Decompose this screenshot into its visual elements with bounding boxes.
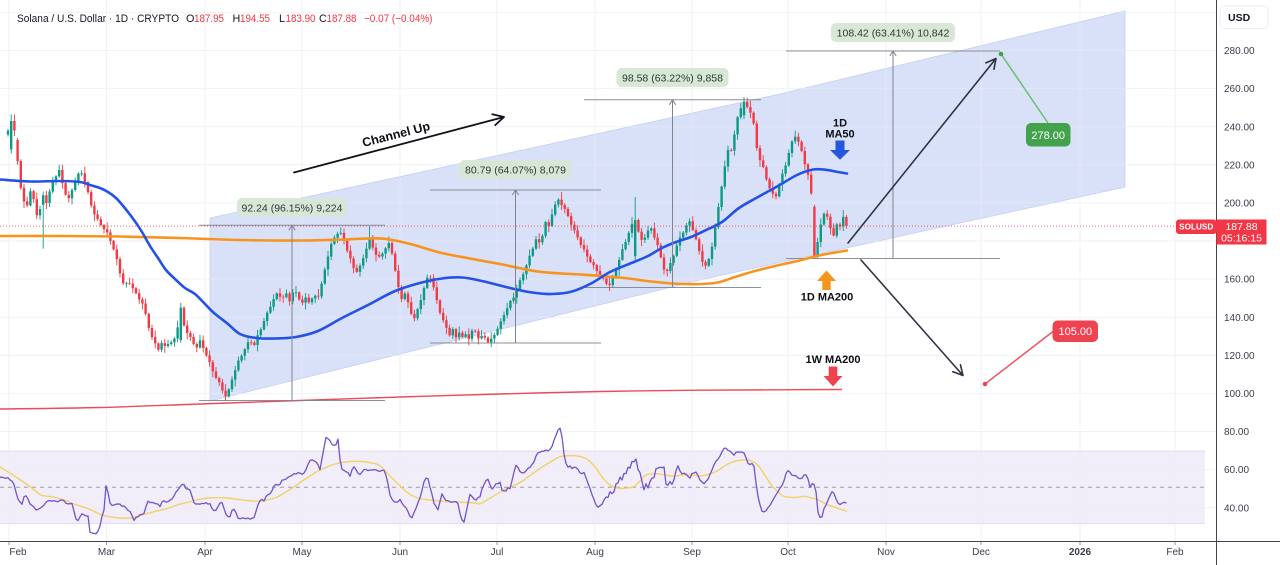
svg-text:187.88: 187.88	[1225, 221, 1257, 233]
svg-text:80.00: 80.00	[1224, 427, 1249, 438]
svg-text:Apr: Apr	[197, 547, 213, 558]
svg-text:1D MA200: 1D MA200	[801, 292, 854, 304]
svg-text:40.00: 40.00	[1224, 503, 1249, 514]
svg-text:May: May	[293, 547, 312, 558]
svg-text:Oct: Oct	[780, 547, 796, 558]
svg-text:98.58 (63.22%) 9,858: 98.58 (63.22%) 9,858	[622, 72, 723, 84]
svg-text:MA50: MA50	[825, 129, 854, 141]
svg-text:200.00: 200.00	[1224, 199, 1255, 210]
svg-text:05:16:15: 05:16:15	[1221, 233, 1262, 245]
svg-text:Dec: Dec	[972, 547, 990, 558]
svg-text:Feb: Feb	[9, 547, 27, 558]
svg-text:1W MA200: 1W MA200	[805, 354, 860, 366]
svg-text:USD: USD	[1228, 12, 1251, 24]
svg-text:260.00: 260.00	[1224, 84, 1255, 95]
svg-text:278.00: 278.00	[1031, 130, 1065, 142]
svg-text:Mar: Mar	[98, 547, 116, 558]
svg-text:280.00: 280.00	[1224, 46, 1255, 57]
svg-text:108.42 (63.41%) 10,842: 108.42 (63.41%) 10,842	[837, 27, 950, 39]
svg-text:SOLUSD: SOLUSD	[1179, 223, 1213, 232]
svg-text:2026: 2026	[1069, 547, 1092, 558]
svg-text:Solana / U.S. Dollar · 1D · CR: Solana / U.S. Dollar · 1D · CRYPTO O187.9…	[17, 13, 433, 25]
svg-text:Feb: Feb	[1166, 547, 1184, 558]
svg-text:160.00: 160.00	[1224, 275, 1255, 286]
svg-text:60.00: 60.00	[1224, 465, 1249, 476]
svg-text:240.00: 240.00	[1224, 122, 1255, 133]
svg-text:Aug: Aug	[586, 547, 604, 558]
svg-text:Sep: Sep	[683, 547, 701, 558]
svg-text:92.24 (96.15%) 9,224: 92.24 (96.15%) 9,224	[242, 202, 343, 214]
svg-text:100.00: 100.00	[1224, 389, 1255, 400]
svg-text:1D: 1D	[833, 118, 847, 130]
svg-text:Jun: Jun	[392, 547, 408, 558]
svg-text:80.79 (64.07%) 8,079: 80.79 (64.07%) 8,079	[465, 164, 566, 176]
svg-text:105.00: 105.00	[1058, 326, 1092, 338]
svg-text:120.00: 120.00	[1224, 351, 1255, 362]
svg-text:140.00: 140.00	[1224, 313, 1255, 324]
svg-text:Jul: Jul	[491, 547, 504, 558]
svg-text:220.00: 220.00	[1224, 160, 1255, 171]
svg-text:Nov: Nov	[877, 547, 895, 558]
